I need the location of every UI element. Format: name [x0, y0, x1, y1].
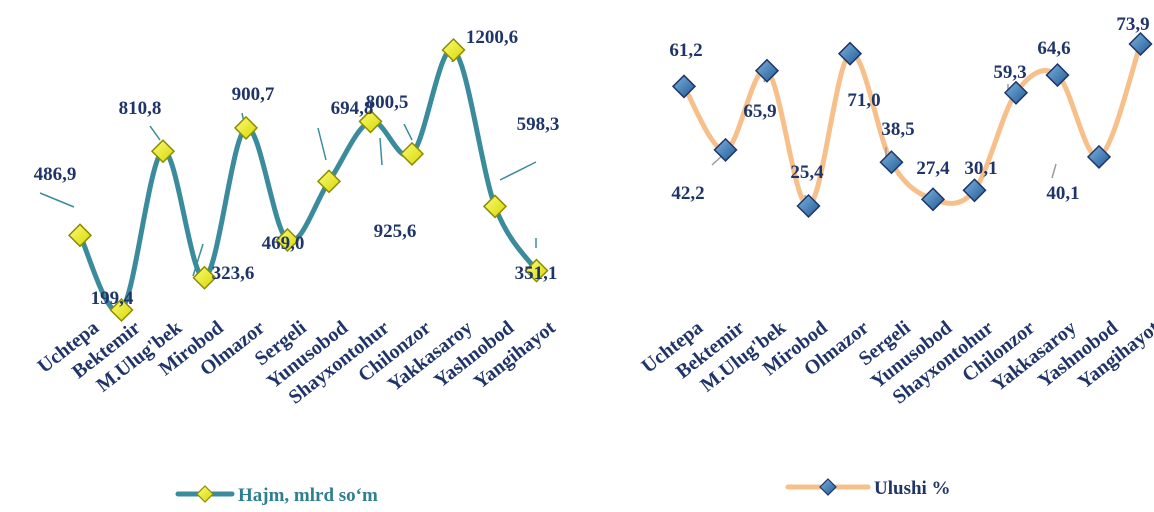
data-point-yunusobod: [920, 187, 946, 212]
data-label-shayxontohur: 925,6: [374, 221, 417, 242]
data-label-yunusobod: 694,8: [331, 98, 374, 119]
data-point-sergeli: [275, 227, 300, 253]
data-point-yakkasaroy: [441, 37, 466, 63]
data-label-yangihayot: 351,1: [515, 263, 558, 284]
data-label-yashnobod: 40,1: [1046, 183, 1079, 204]
leader-line: [39, 192, 75, 208]
legend-marker: [196, 485, 214, 503]
data-label-sergeli: 469,0: [262, 233, 305, 254]
leader-line: [499, 161, 537, 181]
leader-line: [379, 137, 383, 166]
data-label-uchtepa: 61,2: [669, 40, 702, 61]
data-point-bektemir: [109, 297, 134, 323]
data-label-yakkasaroy: 1200,6: [466, 27, 518, 48]
leader-line: [317, 127, 327, 161]
data-label-chilonzor: 59,3: [993, 62, 1026, 83]
data-point-chilonzor: [1003, 80, 1029, 105]
data-label-olmazor: 71,0: [847, 90, 880, 111]
data-label-olmazor: 900,7: [232, 84, 275, 105]
data-label-mirobod: 25,4: [790, 162, 824, 183]
data-point-yashnobod: [1086, 144, 1112, 169]
data-point-yashnobod: [482, 194, 508, 219]
data-label-sergeli: 38,5: [881, 119, 914, 140]
data-label-bektemir: 199,4: [91, 288, 134, 309]
data-point-m-ulug-bek: [150, 139, 176, 164]
data-label-chilonzor: 800,5: [366, 92, 409, 113]
data-point-olmazor: [233, 115, 259, 140]
ulushi-line-chart: 61,2 42,2 65,9 25,4 71,038,527,4 30,1 59,3 64,6…: [637, 14, 1154, 499]
leader-line: [1051, 163, 1057, 179]
data-label-yunusobod: 27,4: [916, 158, 950, 179]
data-point-mirobod: [796, 193, 821, 219]
data-label-uchtepa: 486,9: [34, 164, 77, 185]
data-point-bektemir: [713, 137, 738, 162]
data-label-mirobod: 323,6: [212, 263, 255, 284]
data-point-shayxontohur: [962, 178, 987, 203]
data-point-yakkasaroy: [1045, 63, 1070, 88]
data-label-yashnobod: 598,3: [517, 114, 560, 135]
data-label-m-ulug-bek: 810,8: [119, 98, 162, 119]
data-point-shayxontohur: [358, 109, 383, 134]
data-point-yunusobod: [316, 169, 342, 194]
data-point-uchtepa: [67, 223, 93, 248]
data-label-shayxontohur: 30,1: [964, 158, 997, 179]
data-point-sergeli: [879, 150, 904, 175]
series-line-hajm-mlrd-so-m: [77, 47, 539, 315]
data-label-m-ulug-bek: 65,9: [743, 101, 776, 122]
data-point-olmazor: [837, 41, 863, 66]
leader-line: [403, 123, 413, 141]
data-point-m-ulug-bek: [754, 58, 780, 83]
data-point-yangihayot: [524, 258, 549, 283]
data-point-mirobod: [192, 265, 217, 290]
leader-line: [149, 125, 161, 141]
legend-label: Ulushi %: [874, 478, 951, 499]
data-point-yangihayot: [1128, 31, 1153, 57]
data-point-chilonzor: [399, 141, 425, 166]
legend-label: Hajm, mlrd so‘m: [238, 485, 378, 506]
legend-marker: [819, 478, 837, 496]
data-label-bektemir: 42,2: [671, 183, 704, 204]
hajm-line-chart: 486,9 199,4 810,8 323,6 900,7 469,0 694,8 925,6…: [33, 27, 559, 506]
data-point-uchtepa: [671, 74, 697, 99]
data-label-yangihayot: 73,9: [1116, 14, 1149, 35]
data-label-yakkasaroy: 64,6: [1037, 38, 1070, 59]
leader-line: [192, 243, 204, 277]
